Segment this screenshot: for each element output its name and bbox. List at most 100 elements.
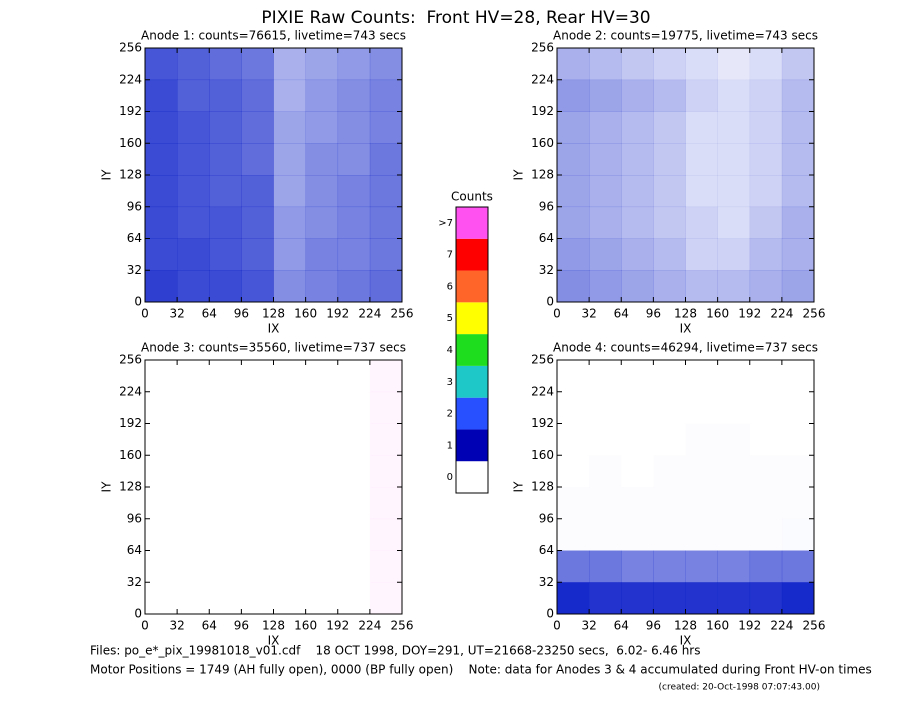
x-tick-label: 128 bbox=[674, 619, 697, 633]
x-tick-label: 32 bbox=[581, 307, 596, 321]
y-tick-label: 192 bbox=[531, 416, 554, 430]
heat-cell bbox=[177, 487, 209, 519]
heat-cell bbox=[718, 360, 750, 392]
x-axis-label: IX bbox=[680, 322, 692, 336]
heat-cell bbox=[781, 206, 815, 239]
heat-cell bbox=[369, 175, 403, 208]
x-tick-label: 160 bbox=[294, 307, 317, 321]
heat-cell bbox=[589, 79, 622, 112]
heat-cell bbox=[653, 392, 685, 424]
heat-cell bbox=[241, 175, 274, 208]
heat-cell bbox=[557, 519, 589, 551]
heat-cell bbox=[145, 79, 178, 112]
heat-cell bbox=[685, 48, 718, 81]
heat-cell bbox=[209, 392, 241, 424]
y-tick-label: 96 bbox=[539, 511, 554, 525]
heat-cell bbox=[685, 238, 718, 271]
heat-cell bbox=[653, 175, 686, 208]
heat-cell bbox=[685, 175, 718, 208]
heat-cell bbox=[177, 206, 210, 239]
heat-cell bbox=[653, 455, 685, 487]
heat-cell bbox=[653, 48, 686, 81]
heat-cell bbox=[337, 175, 371, 208]
heat-cell bbox=[621, 424, 653, 456]
y-tick-label: 32 bbox=[539, 575, 554, 589]
heat-cell bbox=[369, 111, 403, 144]
heat-cell bbox=[621, 143, 654, 176]
heat-cell bbox=[653, 519, 685, 551]
figure-title: PIXIE Raw Counts: Front HV=28, Rear HV=3… bbox=[261, 8, 650, 28]
heat-cell bbox=[241, 270, 274, 303]
heat-cell bbox=[369, 238, 403, 271]
heat-cell bbox=[653, 487, 685, 519]
heat-cell bbox=[589, 270, 622, 303]
heat-cell bbox=[209, 143, 242, 176]
heat-cell bbox=[369, 455, 403, 488]
heat-cell bbox=[653, 79, 686, 112]
heat-cell bbox=[589, 238, 622, 271]
heat-cell bbox=[209, 111, 242, 144]
panel-title: Anode 2: counts=19775, livetime=743 secs bbox=[553, 29, 818, 43]
heat-cell bbox=[653, 360, 685, 392]
heat-cell bbox=[145, 143, 178, 176]
heat-cell bbox=[274, 519, 306, 551]
heat-cell bbox=[686, 392, 718, 424]
x-tick-label: 192 bbox=[326, 619, 349, 633]
heat-cell bbox=[209, 79, 242, 112]
heat-cell bbox=[557, 424, 589, 456]
heat-cell bbox=[685, 206, 718, 239]
y-tick-label: 96 bbox=[539, 199, 554, 213]
heat-cell bbox=[781, 143, 815, 176]
heat-cell bbox=[337, 111, 371, 144]
heat-cell bbox=[305, 270, 339, 303]
x-tick-label: 0 bbox=[553, 307, 561, 321]
heat-cell bbox=[305, 111, 339, 144]
heat-cell bbox=[589, 175, 622, 208]
colorbar-frame bbox=[455, 206, 489, 494]
heat-cell bbox=[145, 206, 178, 239]
heat-cell bbox=[145, 519, 177, 551]
heat-cell bbox=[718, 487, 750, 519]
heat-cell bbox=[274, 424, 306, 456]
heat-cell bbox=[750, 392, 782, 424]
y-tick-label: 256 bbox=[531, 353, 554, 367]
heat-cell bbox=[589, 582, 622, 615]
heat-cell bbox=[621, 270, 654, 303]
heat-cell bbox=[717, 206, 751, 239]
heat-cell bbox=[338, 519, 370, 551]
footer-line: Files: po_e*_pix_19981018_v01.cdf 18 OCT… bbox=[90, 644, 701, 658]
heat-cell bbox=[717, 111, 751, 144]
heat-cell bbox=[589, 487, 621, 519]
panel-title: Anode 3: counts=35560, livetime=737 secs bbox=[141, 341, 406, 355]
heat-cell bbox=[686, 424, 718, 456]
heat-cell bbox=[306, 519, 338, 551]
colorbar-label: 4 bbox=[447, 345, 453, 356]
heat-cell bbox=[273, 143, 306, 176]
heat-cell bbox=[241, 487, 273, 519]
heat-cell bbox=[749, 48, 783, 81]
heat-cell bbox=[621, 519, 653, 551]
heat-cell bbox=[653, 238, 686, 271]
heat-cell bbox=[653, 270, 686, 303]
heat-cell bbox=[273, 79, 306, 112]
y-tick-label: 64 bbox=[539, 543, 554, 557]
heat-cell bbox=[369, 48, 403, 81]
heat-cell bbox=[750, 519, 782, 551]
x-tick-label: 128 bbox=[262, 307, 285, 321]
colorbar-label: 7 bbox=[447, 250, 453, 261]
heat-cell bbox=[273, 238, 306, 271]
heat-cell bbox=[750, 360, 782, 392]
x-tick-label: 256 bbox=[803, 619, 826, 633]
heat-cell bbox=[177, 111, 210, 144]
colorbar-label: 1 bbox=[447, 440, 453, 451]
heat-cell bbox=[145, 270, 178, 303]
heat-cell bbox=[177, 424, 209, 456]
heat-cell bbox=[337, 238, 371, 271]
colorbar-swatch bbox=[456, 365, 488, 398]
heat-cell bbox=[589, 143, 622, 176]
x-tick-label: 96 bbox=[234, 619, 249, 633]
heat-cell bbox=[589, 455, 621, 487]
heat-cell bbox=[273, 270, 306, 303]
heat-cell bbox=[621, 360, 653, 392]
